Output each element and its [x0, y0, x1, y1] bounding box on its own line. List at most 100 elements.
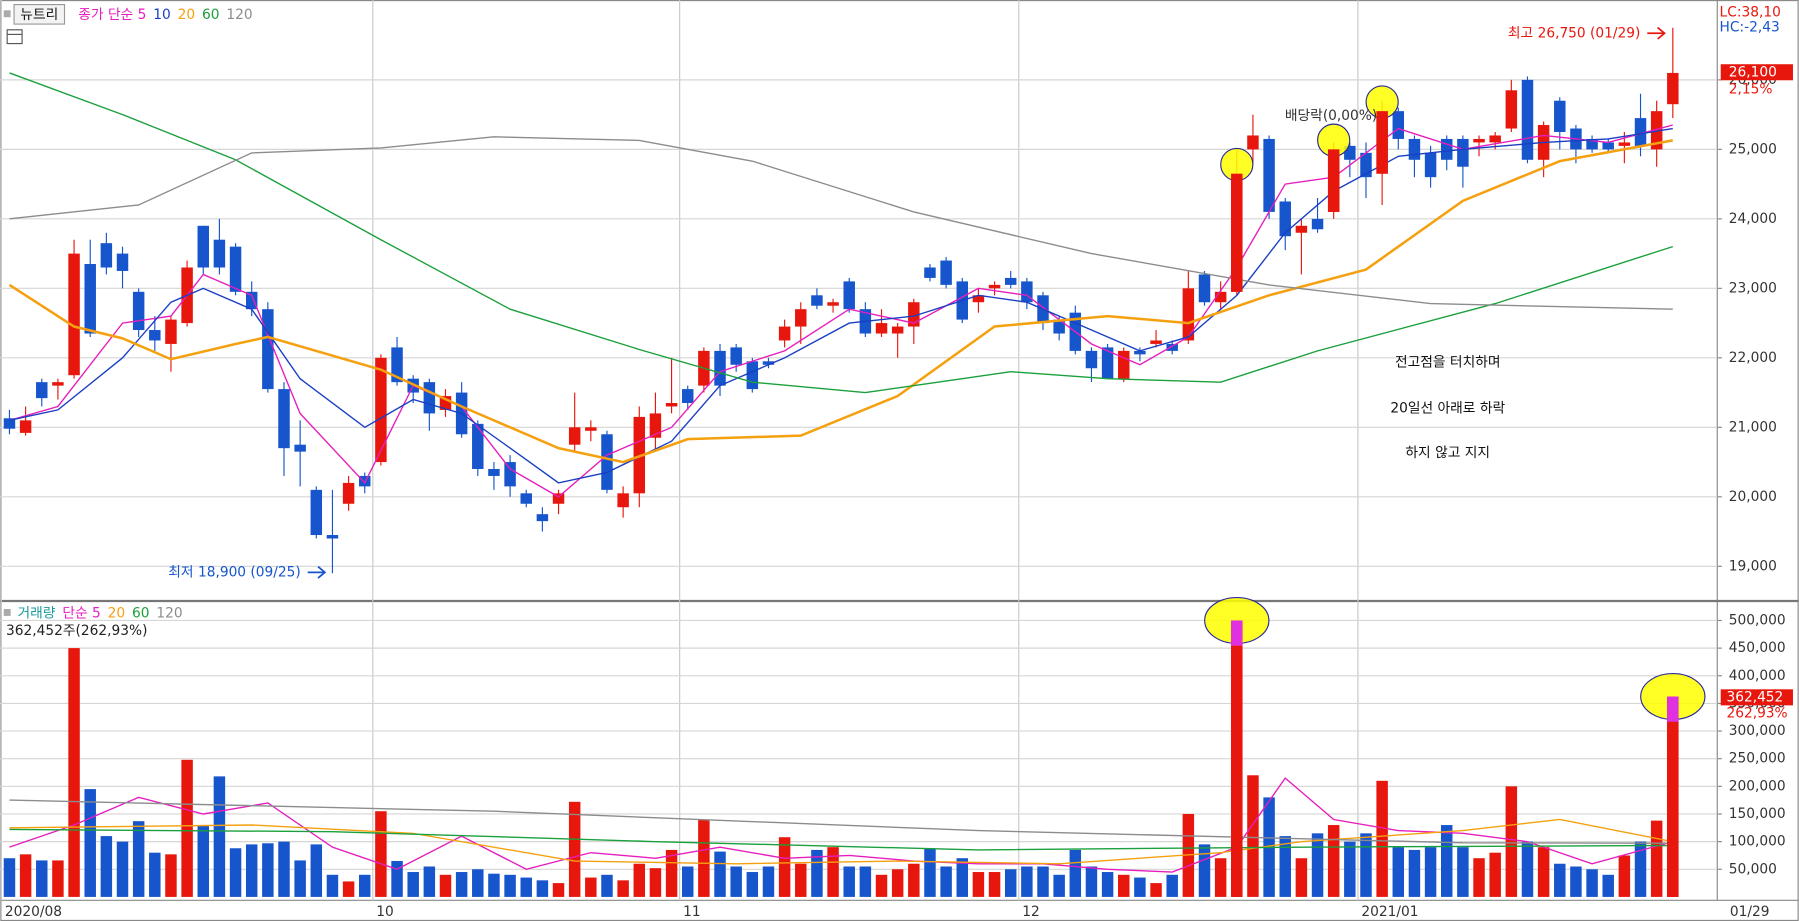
volume-bar — [1392, 847, 1405, 897]
candle-body — [681, 389, 694, 403]
y-tick-label: 400,000 — [1729, 668, 1786, 684]
candle-body — [1101, 347, 1114, 379]
legend-label: 종가 단순 5 — [78, 7, 146, 23]
volume-bar — [1037, 866, 1049, 897]
legend-label: 60 — [202, 7, 220, 23]
candle-body — [730, 347, 742, 365]
candle-body — [1150, 340, 1162, 344]
volume-bar — [1521, 841, 1534, 897]
x-tick-label: 01/29 — [1730, 904, 1770, 920]
volume-bar — [1586, 869, 1598, 897]
volume-bar — [1554, 863, 1566, 897]
volume-bar — [875, 874, 888, 897]
candle-body — [1198, 274, 1211, 303]
volume-bar — [84, 789, 96, 897]
candle-body — [165, 319, 177, 344]
volume-bar — [940, 866, 952, 897]
candle-body — [84, 264, 96, 334]
candle-body — [1424, 152, 1437, 178]
candle-body — [891, 326, 904, 334]
volume-bar — [1344, 841, 1356, 897]
candle-body — [375, 357, 387, 463]
y-tick-label: 500,000 — [1729, 612, 1786, 628]
candle-body — [746, 361, 759, 390]
menu-icon[interactable] — [3, 609, 11, 616]
candle-body — [391, 347, 403, 383]
volume-bar — [633, 863, 646, 897]
candle-body — [1473, 138, 1485, 143]
y-tick-label: 19,000 — [1729, 558, 1777, 574]
volume-bar — [1231, 620, 1243, 897]
candle-body — [795, 309, 807, 327]
candle-body — [1457, 138, 1469, 167]
y-tick-label: 22,000 — [1729, 350, 1777, 366]
volume-bar — [310, 844, 323, 897]
volume-bar — [891, 869, 904, 897]
volume-bar — [649, 868, 662, 897]
stock-name: 뉴트리 — [20, 7, 58, 23]
volume-box — [1720, 689, 1793, 706]
y-tick-label: 250,000 — [1729, 751, 1786, 767]
candle-body — [1214, 291, 1227, 303]
stock-name-box[interactable] — [13, 4, 66, 25]
moving-average-line — [9, 72, 1673, 394]
candle-body — [100, 243, 113, 268]
y-tick-label: 20,000 — [1729, 489, 1777, 505]
candle-body — [988, 284, 1001, 289]
volume-bar — [423, 866, 436, 897]
volume-bar — [1021, 866, 1033, 897]
volume-bar — [746, 872, 759, 897]
price-box — [1720, 64, 1793, 81]
candle-body — [52, 382, 64, 386]
candle-body — [1327, 149, 1340, 212]
menu-icon[interactable] — [3, 10, 11, 18]
candle-body — [1166, 343, 1178, 351]
side-label: HC:-2,43 — [1720, 20, 1780, 36]
volume-bar — [778, 837, 791, 897]
volume-bar — [165, 854, 177, 897]
candle-body — [68, 253, 80, 376]
volume-bar — [956, 858, 968, 897]
volume-bar — [568, 801, 581, 897]
candle-body — [940, 260, 952, 285]
volume-bar — [1069, 849, 1082, 897]
volume-bar — [1134, 877, 1146, 897]
candle-body — [1505, 90, 1518, 129]
candle-body — [342, 482, 355, 504]
volume-bar — [1634, 841, 1647, 897]
volume-bar — [359, 874, 371, 897]
candle-body — [1004, 277, 1017, 285]
volume-bar — [698, 819, 710, 897]
candle-body — [778, 326, 791, 341]
volume-bar — [1650, 820, 1663, 897]
comment-text: 전고점을 터치하며 — [1395, 354, 1501, 370]
volume-bar — [245, 844, 258, 897]
moving-average-line — [9, 136, 1673, 310]
moving-average-line — [9, 799, 1673, 844]
low-annotation: 최저 18,900 (09/25) — [168, 564, 301, 580]
volume-bar — [391, 860, 403, 897]
moving-average-line — [9, 818, 1673, 865]
legend-label: 20 — [178, 7, 196, 23]
legend-label: 120 — [156, 606, 182, 622]
volume-bar — [1570, 866, 1582, 897]
volume-bar — [488, 873, 500, 897]
candle-body — [1521, 79, 1534, 160]
volume-bar — [908, 863, 920, 897]
candle-body — [294, 444, 306, 452]
candle-body — [1440, 138, 1453, 160]
calendar-icon[interactable] — [6, 29, 23, 45]
side-label: 26,100 — [1729, 64, 1777, 80]
volume-bar — [1085, 866, 1098, 897]
candle-body — [19, 420, 32, 433]
volume-bar — [1440, 825, 1453, 897]
candle-body — [1650, 111, 1663, 150]
candle-body — [617, 493, 629, 508]
candle-body — [1311, 218, 1324, 230]
volume-bar — [52, 860, 64, 897]
candle-body — [310, 489, 323, 536]
legend-label: 20 — [108, 606, 126, 622]
volume-bar — [1618, 855, 1631, 897]
